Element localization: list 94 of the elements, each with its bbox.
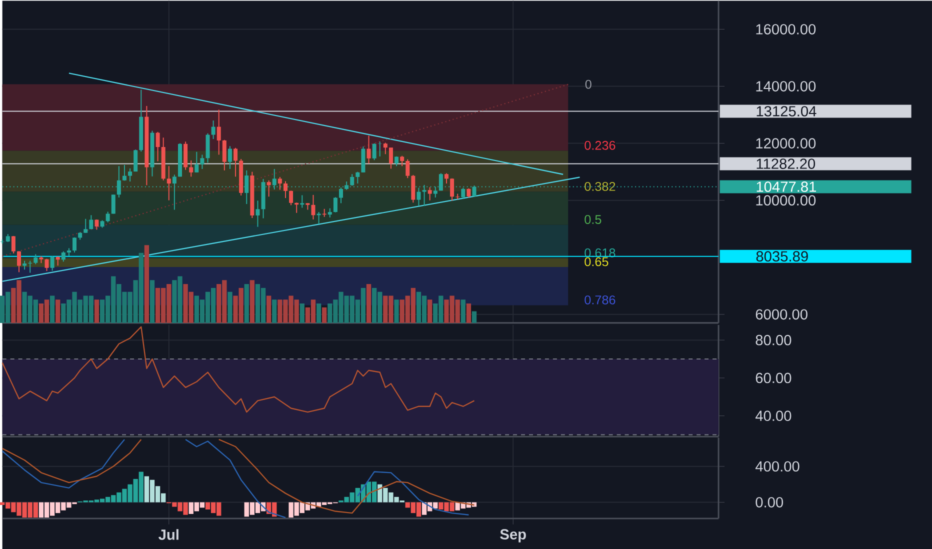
candlestick: [361, 146, 366, 173]
candlestick: [17, 250, 21, 273]
line-series: [2, 326, 475, 412]
candlestick: [84, 218, 88, 234]
candlestick: [266, 180, 271, 197]
y-tick-label: 14000.00: [756, 80, 816, 92]
candlestick: [450, 178, 454, 201]
candlestick: [444, 172, 448, 184]
candlestick: [128, 168, 132, 182]
ref-line-label: 13125.04: [756, 106, 816, 116]
y-tick-label: 60.00: [756, 372, 792, 383]
candlestick: [56, 256, 60, 266]
candlestick: [400, 155, 404, 166]
candlestick: [228, 145, 232, 170]
band-label: 0.236: [584, 140, 616, 150]
candlestick: [466, 188, 471, 198]
candlestick: [11, 235, 16, 254]
candlestick: [172, 174, 176, 210]
candlestick: [194, 151, 199, 173]
annotation: 0: [585, 80, 592, 89]
candlestick: [184, 140, 188, 170]
bar: [472, 311, 477, 323]
candlestick: [316, 211, 321, 224]
candlestick: [278, 176, 282, 190]
candlestick: [222, 139, 226, 171]
bar: [366, 284, 372, 323]
candlestick: [411, 174, 416, 203]
bar: [266, 296, 272, 323]
candlestick: [216, 108, 221, 156]
candlestick: [289, 190, 294, 206]
x-tick-label: Jul: [158, 528, 178, 540]
bar: [394, 299, 399, 323]
y-tick-label: 0.00: [756, 496, 784, 508]
candlestick: [44, 258, 49, 272]
candlestick: [122, 164, 126, 181]
candlestick: [333, 196, 338, 213]
candlestick: [134, 148, 138, 172]
candlestick: [106, 211, 110, 223]
bar: [428, 299, 432, 323]
x-tick-label: Sep: [500, 528, 526, 542]
candlestick: [283, 180, 288, 198]
y-tick-label: 10000.00: [756, 194, 816, 206]
candlestick: [366, 134, 371, 164]
bar: [466, 303, 472, 323]
candlestick: [300, 194, 304, 208]
bar: [460, 299, 466, 323]
bar: [94, 299, 100, 323]
candlestick: [339, 186, 344, 204]
bar: [56, 299, 60, 323]
y-tick-label: 80.00: [756, 334, 792, 346]
bar: [300, 303, 304, 323]
candlestick: [206, 132, 210, 164]
candlestick: [200, 154, 204, 170]
candlestick: [378, 140, 382, 157]
candlestick: [211, 120, 216, 140]
y-tick-label: 16000.00: [756, 24, 816, 34]
candlestick: [189, 160, 194, 177]
candlestick: [72, 236, 77, 253]
candlestick: [256, 200, 260, 228]
candlestick: [89, 214, 94, 230]
bar: [50, 296, 55, 323]
candlestick: [156, 131, 160, 162]
candlestick: [61, 250, 66, 262]
candlestick: [328, 208, 332, 218]
band-label: 0.382: [584, 182, 616, 191]
bar: [144, 244, 150, 323]
ref-line-label: 10477.81: [756, 181, 816, 192]
candlestick: [166, 165, 171, 201]
ref-line-label: 11282.20: [756, 158, 816, 169]
candlestick: [416, 187, 421, 206]
candlestick: [50, 255, 54, 272]
ref-line-label: 8035.89: [756, 251, 808, 262]
bar: [322, 307, 327, 323]
candlestick: [428, 186, 432, 201]
bar: [272, 299, 277, 323]
y-tick-label: 40.00: [755, 410, 792, 421]
band-label: 0.5: [584, 214, 602, 224]
candlestick: [34, 254, 38, 265]
bar: [316, 303, 322, 323]
candlestick: [356, 171, 360, 184]
candlestick: [383, 142, 388, 154]
y-tick-label: 6000.00: [756, 309, 808, 320]
candlestick: [372, 142, 376, 160]
bar: [250, 280, 255, 323]
band-label: 0.786: [584, 295, 616, 304]
bar: [228, 292, 232, 323]
y-tick-label: 12000.00: [756, 138, 816, 148]
band-label: 0.65: [584, 257, 608, 266]
candlestick: [234, 147, 238, 177]
candlestick: [388, 146, 393, 170]
bar: [150, 280, 155, 323]
y-tick-label: 400.00: [755, 461, 800, 472]
bar: [244, 284, 249, 323]
candlestick: [406, 158, 410, 178]
